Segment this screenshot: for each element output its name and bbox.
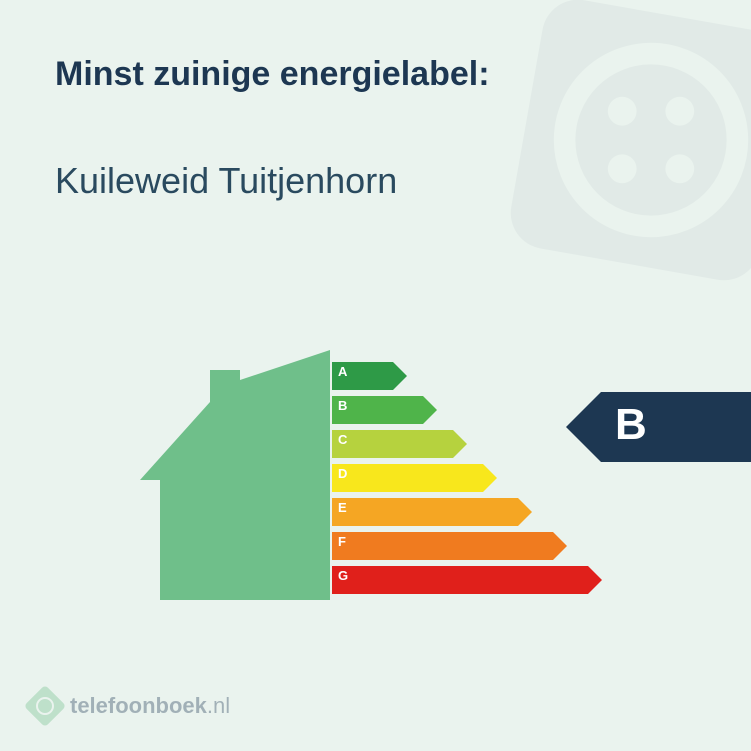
bar-label: G — [338, 568, 348, 583]
background-watermark — [471, 0, 751, 320]
bar-shape — [332, 430, 467, 458]
bar-label: B — [338, 398, 347, 413]
selected-label-badge: B — [566, 392, 751, 462]
bar-label: C — [338, 432, 347, 447]
location-name: Kuileweid Tuitjenhorn — [55, 160, 397, 202]
bar-label: D — [338, 466, 347, 481]
energy-label-chart: A B C D E F G — [140, 350, 610, 620]
bar-shape — [332, 396, 437, 424]
footer-brand-bold: telefoonboek — [70, 693, 207, 718]
house-icon — [140, 350, 330, 600]
footer-branding: telefoonboek.nl — [30, 691, 230, 721]
badge-arrow — [566, 392, 601, 462]
badge-label: B — [601, 392, 751, 462]
bar-shape — [332, 566, 602, 594]
bar-shape — [332, 498, 532, 526]
bar-label: F — [338, 534, 346, 549]
bar-label: E — [338, 500, 347, 515]
footer-text: telefoonboek.nl — [70, 693, 230, 719]
bar-shape — [332, 532, 567, 560]
bar-shape — [332, 464, 497, 492]
page-title: Minst zuinige energielabel: — [55, 55, 490, 94]
footer-logo-icon — [24, 685, 66, 727]
footer-brand-light: .nl — [207, 693, 230, 718]
bar-label: A — [338, 364, 347, 379]
